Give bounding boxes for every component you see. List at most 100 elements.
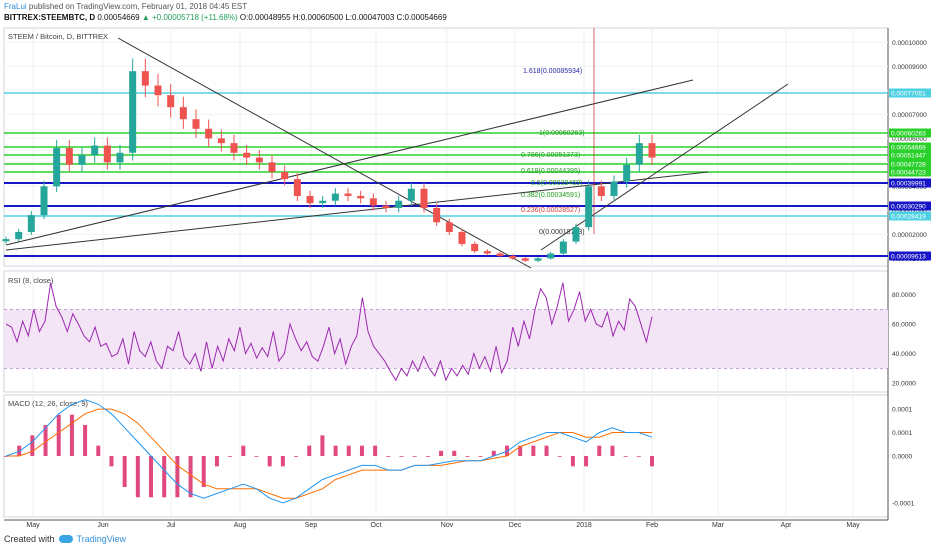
fib-level-label: 1(0.00060263) — [539, 130, 585, 137]
trendline-up — [540, 83, 789, 251]
fib-level-label: 0.786(0.00051373) — [521, 152, 580, 159]
time-axis-label: Oct — [371, 522, 382, 529]
candle-body — [217, 138, 225, 144]
tradingview-logo-icon — [58, 535, 73, 543]
price-level-label: 0.00039991 — [891, 181, 926, 188]
candle-body — [205, 128, 213, 139]
candle-body — [27, 215, 35, 232]
candle-body — [154, 85, 162, 96]
candle-body — [559, 241, 567, 254]
macd-histogram-bar — [333, 445, 338, 456]
candle-body — [635, 143, 643, 165]
time-axis-label: Nov — [441, 522, 454, 529]
macd-histogram-bar — [650, 456, 654, 467]
macd-histogram-bar — [597, 445, 602, 456]
macd-histogram-bar — [478, 456, 483, 457]
macd-histogram-bar — [280, 456, 285, 467]
macd-line — [5, 399, 653, 504]
candle-body — [230, 143, 238, 153]
candle-body — [344, 193, 352, 196]
macd-histogram-bar — [399, 456, 404, 457]
macd-histogram-bar — [267, 456, 272, 467]
candle-body — [255, 157, 263, 163]
fib-level-label: 0(0.00018723) — [539, 229, 585, 236]
price-level-tag — [889, 251, 931, 261]
price-level-label: 0.00009613 — [891, 254, 926, 261]
candle-body — [65, 147, 73, 165]
rsi-line — [5, 282, 653, 382]
candle-body — [648, 143, 656, 158]
candle-body — [382, 205, 390, 208]
candle-body — [610, 181, 618, 196]
price-level-tag — [889, 150, 931, 160]
price-change: ▲ +0.00005718 (+11.68%) — [141, 13, 238, 22]
candle-body — [331, 193, 339, 201]
trendline-down — [117, 37, 532, 269]
candle-body — [483, 251, 491, 254]
rsi-band — [4, 309, 888, 369]
created-with-text: Created with — [4, 534, 55, 544]
macd-histogram-bar — [122, 456, 127, 487]
macd-histogram-bar — [241, 445, 246, 456]
price-axis-label: 0.00009000 — [892, 64, 927, 71]
price-level-label: 0.00047728 — [891, 162, 926, 169]
macd-histogram-bar — [294, 456, 299, 457]
candle-body — [572, 227, 580, 242]
trendline-lower — [5, 171, 709, 251]
time-axis-label: Sep — [305, 522, 318, 529]
tradingview-link[interactable]: TradingView — [76, 534, 127, 544]
price-level-label: 0.00060263 — [891, 131, 926, 138]
macd-histogram-bar — [175, 456, 180, 498]
symbol-header: BITTREX:STEEMBTC, D 0.00054669 ▲ +0.0000… — [4, 13, 447, 22]
macd-histogram-bar — [491, 450, 496, 456]
macd-histogram-bar — [570, 456, 575, 467]
macd-histogram-bar — [320, 435, 325, 456]
candle-body — [585, 186, 593, 228]
price-level-tag — [889, 142, 931, 152]
macd-histogram-bar — [584, 456, 589, 467]
price-axis-label: 0.00006000 — [892, 136, 927, 143]
macd-histogram-bar — [214, 456, 219, 467]
author-link[interactable]: FraLui — [4, 2, 27, 11]
candle-body — [496, 253, 504, 256]
rsi-axis-label: 60.0000 — [892, 322, 916, 329]
rsi-axis-label: 80.0000 — [892, 292, 916, 299]
candle-body — [116, 152, 124, 163]
candle-body — [179, 107, 187, 120]
price-level-tag — [889, 211, 931, 221]
candle-body — [623, 164, 631, 182]
macd-histogram-bar — [162, 456, 167, 498]
fib-level-label: 0.618(0.00044395) — [521, 168, 580, 175]
macd-histogram-bar — [188, 456, 193, 498]
rsi-axis-label: 40.0000 — [892, 351, 916, 358]
macd-histogram-bar — [43, 425, 48, 456]
time-axis-label: Mar — [712, 522, 725, 529]
macd-histogram-bar — [386, 456, 391, 457]
time-axis-label: Dec — [509, 522, 522, 529]
macd-histogram-bar — [30, 435, 35, 456]
candle-body — [293, 179, 301, 196]
candle-body — [521, 258, 529, 261]
macd-histogram-bar — [254, 456, 259, 457]
macd-histogram-bar — [149, 456, 154, 498]
price-level-label: 0.00044723 — [891, 170, 926, 177]
price-axis-label: 0.00002000 — [892, 232, 927, 239]
macd-histogram-bar — [531, 445, 536, 456]
time-axis-label: Jun — [97, 522, 108, 529]
price-pane-title: STEEM / Bitcoin, D, BITTREX — [8, 32, 108, 41]
price-axis-label: 0.00010000 — [892, 40, 927, 47]
macd-histogram-bar — [96, 445, 101, 456]
price-axis-label: 0.00003000 — [892, 208, 927, 215]
candle-body — [458, 231, 466, 244]
price-level-label: 0.00077051 — [891, 91, 926, 98]
symbol-label: BITTREX:STEEMBTC, D — [4, 13, 96, 22]
candle-body — [471, 243, 479, 252]
candle-body — [53, 147, 61, 187]
candle-body — [395, 200, 403, 208]
price-level-tag — [889, 128, 931, 138]
macd-pane-title: MACD (12, 26, close, 9) — [8, 399, 89, 408]
macd-histogram-bar — [518, 445, 523, 456]
price-level-label: 0.00028419 — [891, 214, 926, 221]
trendline-upper — [5, 79, 694, 246]
